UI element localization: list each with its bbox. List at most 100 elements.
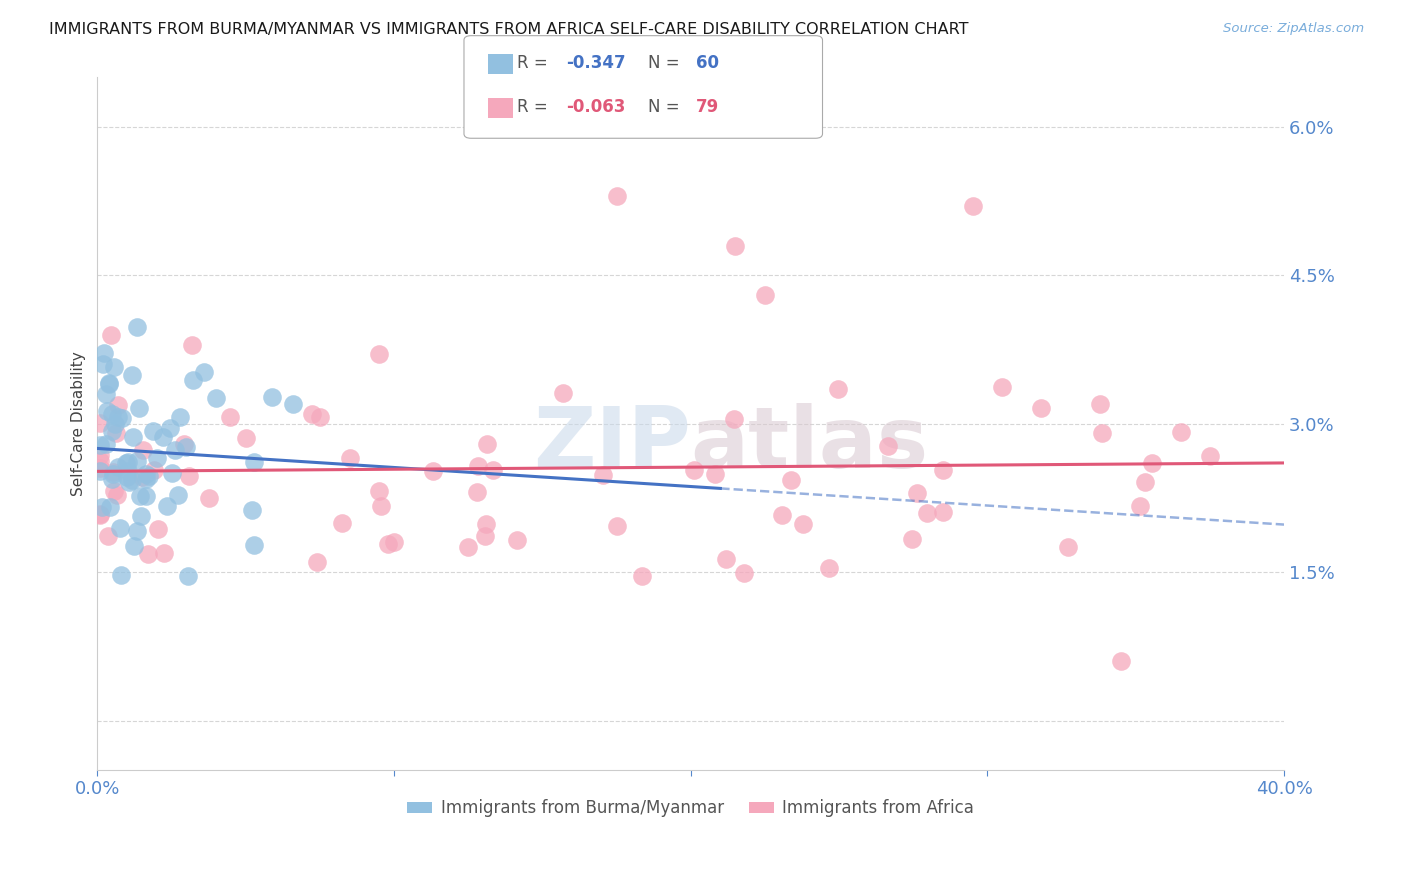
Point bbox=[107, 410, 129, 425]
Point bbox=[169, 410, 191, 425]
Point bbox=[506, 533, 529, 547]
Point bbox=[368, 347, 391, 361]
Point bbox=[93, 345, 115, 359]
Point bbox=[422, 464, 444, 478]
Point bbox=[121, 368, 143, 383]
Point bbox=[89, 437, 111, 451]
Point bbox=[103, 484, 125, 499]
Point bbox=[770, 508, 793, 523]
Point bbox=[128, 401, 150, 415]
Text: atlas: atlas bbox=[690, 403, 929, 486]
Point bbox=[127, 319, 149, 334]
Point bbox=[193, 365, 215, 379]
Point bbox=[243, 537, 266, 551]
Point bbox=[128, 489, 150, 503]
Point bbox=[100, 328, 122, 343]
Point bbox=[467, 458, 489, 473]
Point bbox=[1109, 654, 1132, 668]
Point bbox=[89, 416, 111, 430]
Point bbox=[117, 464, 139, 478]
Point bbox=[1088, 397, 1111, 411]
Point bbox=[779, 473, 801, 487]
Point bbox=[89, 508, 111, 522]
Point bbox=[165, 442, 187, 457]
Point bbox=[877, 440, 900, 454]
Point bbox=[197, 491, 219, 506]
Point bbox=[991, 380, 1014, 394]
Point bbox=[122, 539, 145, 553]
Point bbox=[339, 451, 361, 466]
Point bbox=[125, 454, 148, 468]
Point bbox=[218, 410, 240, 425]
Point bbox=[114, 456, 136, 470]
Point bbox=[117, 455, 139, 469]
Point bbox=[101, 466, 124, 480]
Point bbox=[103, 360, 125, 375]
Point bbox=[135, 472, 157, 486]
Point bbox=[131, 469, 153, 483]
Point bbox=[1129, 499, 1152, 513]
Text: Source: ZipAtlas.com: Source: ZipAtlas.com bbox=[1223, 22, 1364, 36]
Point bbox=[107, 460, 129, 475]
Point bbox=[477, 436, 499, 450]
Point bbox=[174, 441, 197, 455]
Point bbox=[98, 500, 121, 514]
Text: ZIP: ZIP bbox=[533, 403, 690, 486]
Point bbox=[243, 455, 266, 469]
Point bbox=[101, 407, 124, 421]
Text: -0.063: -0.063 bbox=[567, 98, 626, 116]
Text: R =: R = bbox=[517, 98, 554, 116]
Point bbox=[136, 547, 159, 561]
Point bbox=[132, 442, 155, 457]
Point bbox=[915, 506, 938, 520]
Point bbox=[121, 473, 143, 487]
Point bbox=[932, 463, 955, 477]
Point bbox=[177, 568, 200, 582]
Point bbox=[817, 561, 839, 575]
Point bbox=[900, 532, 922, 546]
Point bbox=[827, 382, 849, 396]
Point bbox=[90, 500, 112, 514]
Point bbox=[108, 521, 131, 535]
Point bbox=[105, 488, 128, 502]
Point bbox=[111, 411, 134, 425]
Point bbox=[148, 522, 170, 536]
Point bbox=[1170, 425, 1192, 440]
Point bbox=[1091, 426, 1114, 441]
Point bbox=[606, 518, 628, 533]
Point bbox=[240, 502, 263, 516]
Point bbox=[101, 472, 124, 486]
Text: -0.347: -0.347 bbox=[567, 54, 626, 72]
Point bbox=[465, 484, 488, 499]
Point bbox=[97, 529, 120, 543]
Point bbox=[723, 412, 745, 426]
Text: 60: 60 bbox=[696, 54, 718, 72]
Point bbox=[260, 390, 283, 404]
Point bbox=[482, 463, 505, 477]
Point bbox=[89, 453, 111, 467]
Point bbox=[115, 469, 138, 483]
Point bbox=[1133, 475, 1156, 489]
Point bbox=[89, 448, 111, 462]
Point bbox=[704, 467, 727, 481]
Text: N =: N = bbox=[648, 98, 685, 116]
Point bbox=[301, 407, 323, 421]
Point bbox=[714, 552, 737, 566]
Point bbox=[159, 421, 181, 435]
Point bbox=[118, 475, 141, 489]
Point bbox=[181, 373, 204, 387]
Point bbox=[932, 505, 955, 519]
Point bbox=[104, 417, 127, 431]
Point bbox=[89, 508, 111, 522]
Point bbox=[135, 489, 157, 503]
Point bbox=[1056, 541, 1078, 555]
Y-axis label: Self-Care Disability: Self-Care Disability bbox=[72, 351, 86, 496]
Point bbox=[382, 535, 405, 549]
Point bbox=[101, 425, 124, 439]
Point bbox=[1142, 456, 1164, 470]
Point bbox=[370, 499, 392, 513]
Text: 79: 79 bbox=[696, 98, 720, 116]
Point bbox=[156, 500, 179, 514]
Point bbox=[457, 541, 479, 555]
Point bbox=[105, 426, 128, 441]
